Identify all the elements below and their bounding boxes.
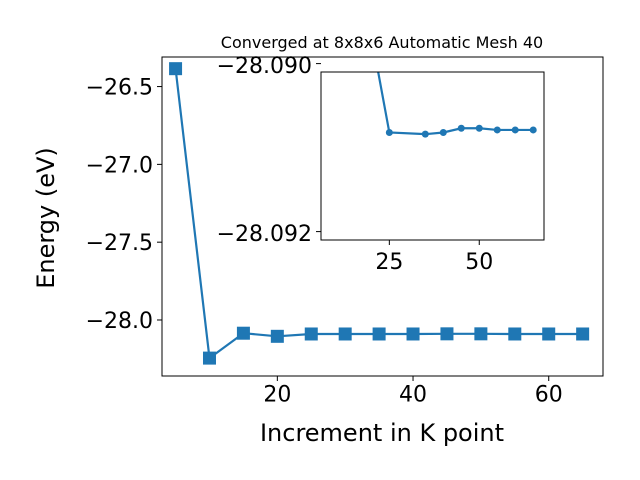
main-plot: 20 40 60 −26.5 −27.0 −27.5 −28.0 — [86, 56, 604, 408]
main-data-point — [338, 327, 352, 341]
main-data-point — [576, 327, 590, 341]
inset-x-tick-label: 50 — [465, 250, 493, 275]
inset-axes-frame — [320, 71, 545, 241]
inset-data-point — [439, 128, 447, 136]
inset-data-point — [493, 126, 501, 134]
inset-plot: 25 50 −28.092 −28.090 — [217, 54, 545, 275]
main-y-tick-label: −26.5 — [86, 75, 153, 100]
inset-y-tick-label: −28.092 — [217, 222, 312, 247]
y-axis-label: Energy (eV) — [32, 147, 60, 289]
main-data-point — [440, 327, 454, 341]
chart-title: Converged at 8x8x6 Automatic Mesh 40 — [221, 33, 543, 52]
x-axis-label: Increment in K point — [260, 419, 504, 447]
main-x-tick-label: 60 — [535, 383, 563, 408]
main-series-line — [174, 68, 583, 361]
main-data-point — [236, 326, 250, 340]
main-x-tick-label: 40 — [399, 383, 427, 408]
inset-series-line — [377, 72, 534, 136]
main-data-point — [304, 327, 318, 341]
main-data-point — [406, 327, 420, 341]
main-y-tick-label: −27.0 — [86, 153, 153, 178]
main-data-point — [542, 327, 556, 341]
main-data-point — [270, 329, 284, 343]
inset-data-point — [421, 130, 429, 138]
main-data-point — [202, 351, 216, 365]
inset-y-tick-label: −28.090 — [217, 54, 312, 79]
main-y-tick-label: −27.5 — [86, 231, 153, 256]
inset-x-tick-label: 25 — [375, 250, 403, 275]
main-data-point — [372, 327, 386, 341]
main-data-point — [508, 327, 522, 341]
main-data-point — [169, 62, 183, 76]
inset-data-point — [529, 126, 537, 134]
main-axes-frame — [161, 56, 604, 377]
inset-data-point — [385, 128, 393, 136]
inset-data-point — [475, 124, 483, 132]
main-data-point — [474, 327, 488, 341]
main-x-tick-label: 20 — [263, 383, 291, 408]
inset-data-point — [457, 124, 465, 132]
main-y-tick-label: −28.0 — [86, 309, 153, 334]
inset-data-point — [511, 126, 519, 134]
